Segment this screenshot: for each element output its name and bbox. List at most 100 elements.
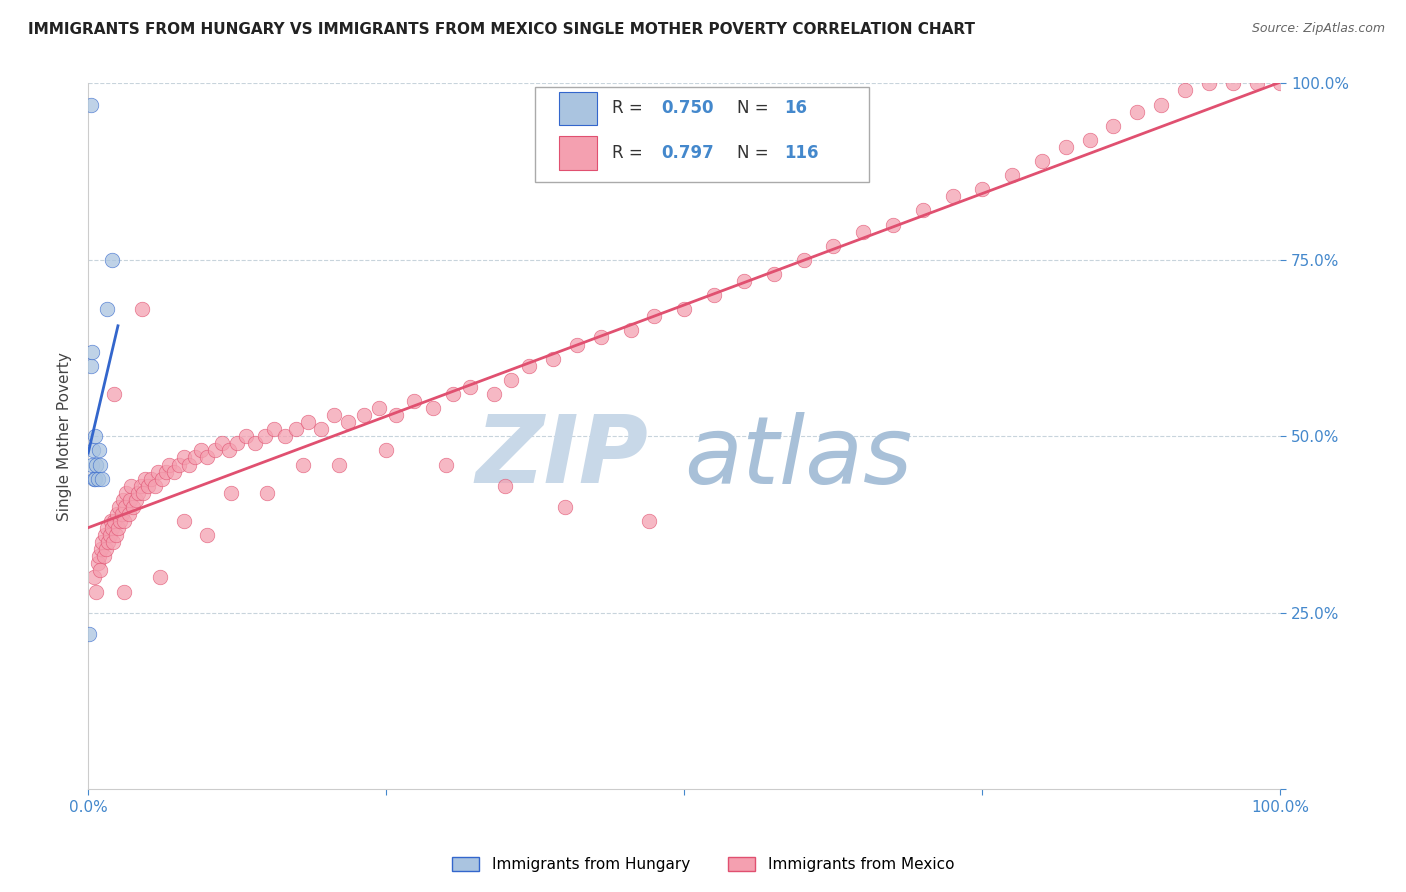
- Point: [100, 514, 122, 528]
- Point: [501, 373, 523, 387]
- Point: [96, 302, 118, 317]
- Point: [322, 408, 344, 422]
- Point: [643, 310, 665, 324]
- Point: [163, 465, 186, 479]
- Point: [1126, 104, 1149, 119]
- Y-axis label: Single Mother Poverty: Single Mother Poverty: [58, 351, 72, 521]
- FancyBboxPatch shape: [536, 87, 869, 182]
- Point: [762, 267, 785, 281]
- Point: [93, 549, 115, 564]
- Point: [226, 436, 249, 450]
- Point: [118, 492, 141, 507]
- Point: [733, 274, 755, 288]
- Point: [823, 239, 845, 253]
- Point: [353, 408, 375, 422]
- Point: [637, 514, 659, 528]
- Point: [79, 627, 101, 641]
- Point: [173, 514, 195, 528]
- Point: [1102, 119, 1125, 133]
- Text: 0.750: 0.750: [662, 100, 714, 118]
- Text: IMMIGRANTS FROM HUNGARY VS IMMIGRANTS FROM MEXICO SINGLE MOTHER POVERTY CORRELAT: IMMIGRANTS FROM HUNGARY VS IMMIGRANTS FR…: [28, 22, 976, 37]
- Point: [263, 422, 285, 436]
- Point: [482, 387, 505, 401]
- Point: [173, 450, 195, 465]
- Point: [80, 458, 103, 472]
- Point: [1174, 83, 1197, 97]
- Point: [94, 528, 117, 542]
- Point: [328, 458, 350, 472]
- Text: 116: 116: [785, 144, 818, 161]
- Point: [235, 429, 257, 443]
- Point: [218, 443, 240, 458]
- Point: [125, 492, 148, 507]
- Point: [89, 563, 111, 577]
- Point: [87, 443, 110, 458]
- Point: [79, 359, 101, 373]
- Point: [211, 436, 233, 450]
- Point: [219, 485, 242, 500]
- Point: [882, 218, 904, 232]
- Point: [941, 189, 963, 203]
- Point: [253, 429, 276, 443]
- Point: [110, 514, 132, 528]
- Point: [105, 507, 128, 521]
- Point: [86, 472, 108, 486]
- Point: [89, 458, 111, 472]
- FancyBboxPatch shape: [560, 92, 598, 126]
- Point: [97, 535, 120, 549]
- Point: [108, 500, 131, 514]
- Point: [82, 443, 104, 458]
- Point: [86, 458, 108, 472]
- Point: [1150, 97, 1173, 112]
- Point: [243, 436, 266, 450]
- Point: [120, 478, 142, 492]
- FancyBboxPatch shape: [560, 136, 598, 169]
- Legend: Immigrants from Hungary, Immigrants from Mexico: Immigrants from Hungary, Immigrants from…: [444, 849, 962, 880]
- Point: [118, 507, 141, 521]
- Point: [792, 252, 814, 267]
- Point: [1001, 168, 1024, 182]
- Point: [1222, 77, 1244, 91]
- Point: [104, 528, 127, 542]
- Point: [131, 302, 153, 317]
- Point: [1198, 77, 1220, 91]
- Point: [179, 458, 201, 472]
- Point: [1031, 154, 1053, 169]
- Text: R =: R =: [612, 144, 648, 161]
- Point: [132, 485, 155, 500]
- Point: [149, 570, 172, 584]
- Point: [136, 478, 159, 492]
- Point: [87, 549, 110, 564]
- Point: [620, 323, 643, 337]
- Point: [103, 387, 125, 401]
- Point: [422, 401, 444, 415]
- Point: [256, 485, 278, 500]
- Point: [375, 443, 398, 458]
- Point: [368, 401, 391, 415]
- Point: [517, 359, 540, 373]
- Point: [86, 557, 108, 571]
- Point: [541, 351, 564, 366]
- Point: [184, 450, 207, 465]
- Point: [112, 514, 135, 528]
- Point: [91, 535, 114, 549]
- Point: [134, 472, 156, 486]
- Point: [86, 584, 108, 599]
- Point: [441, 387, 464, 401]
- Point: [157, 458, 180, 472]
- Point: [190, 443, 212, 458]
- Point: [337, 415, 360, 429]
- Point: [107, 521, 129, 535]
- Point: [167, 458, 190, 472]
- Point: [195, 528, 218, 542]
- Point: [101, 521, 124, 535]
- Point: [204, 443, 226, 458]
- Point: [284, 422, 307, 436]
- Point: [155, 465, 177, 479]
- Point: [148, 465, 170, 479]
- Point: [94, 542, 117, 557]
- Text: N =: N =: [737, 144, 773, 161]
- Point: [84, 472, 107, 486]
- Point: [98, 528, 121, 542]
- Text: R =: R =: [612, 100, 648, 118]
